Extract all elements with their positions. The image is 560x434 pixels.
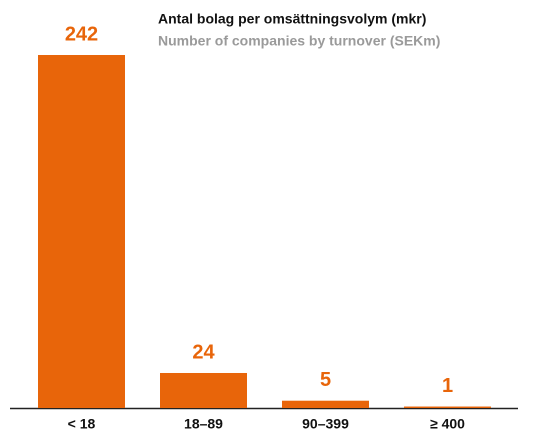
x-tick-label: < 18 — [68, 416, 96, 432]
bar — [38, 55, 125, 408]
bar — [160, 372, 247, 408]
chart-subtitle: Number of companies by turnover (SEKm) — [158, 33, 440, 49]
x-tick-label: ≥ 400 — [430, 416, 465, 432]
value-label: 24 — [192, 341, 215, 363]
x-tick-label: 90–399 — [302, 416, 349, 432]
value-label: 242 — [65, 23, 98, 45]
bar — [282, 400, 369, 408]
value-label: 5 — [320, 369, 331, 391]
bar — [404, 406, 491, 408]
chart-title: Antal bolag per omsättningsvolym (mkr) — [158, 11, 426, 27]
x-tick-label: 18–89 — [184, 416, 223, 432]
value-label: 1 — [442, 375, 453, 397]
